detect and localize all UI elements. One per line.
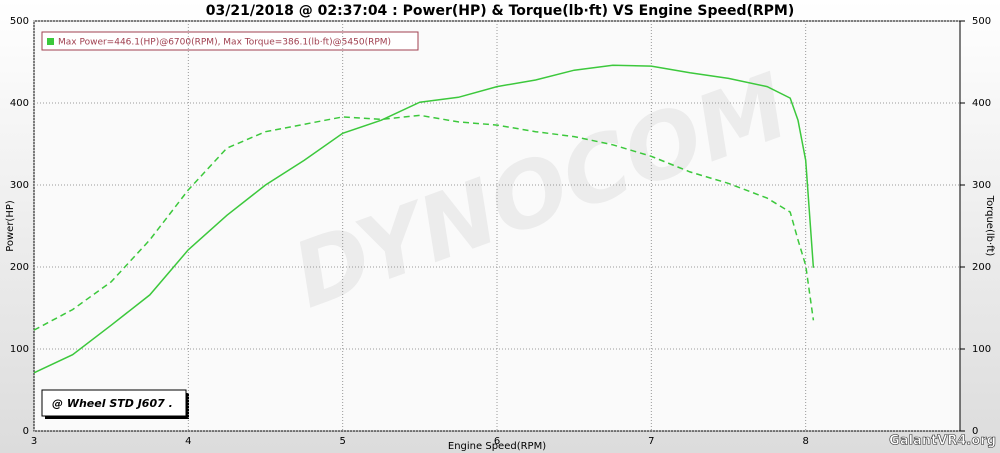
series-line [33,64,815,374]
y-axis-label: Power(HP) [5,200,16,252]
y2-tick-label: 500 [972,16,991,27]
y-tick-label: 300 [10,180,29,191]
y-tick-label: 0 [23,426,29,437]
y2-tick-label: 400 [972,98,991,109]
series-line [33,114,815,331]
chart-title: 03/21/2018 @ 02:37:04 : Power(HP) & Torq… [206,3,795,19]
y2-axis-label: Torque(lb·ft) [984,195,995,257]
y-tick-label: 100 [10,344,29,355]
y-tick-label: 200 [10,262,29,273]
x-tick-label: 6 [494,436,500,447]
x-tick-label: 7 [648,436,654,447]
legend-text: Max Power=446.1(HP)@6700(RPM), Max Torqu… [58,38,391,48]
y2-tick-label: 300 [972,180,991,191]
legend-box [41,31,419,51]
y-tick-label: 500 [10,16,29,27]
x-tick-label: 4 [185,436,191,447]
x-tick-label: 3 [31,436,37,447]
x-tick-label: 8 [802,436,808,447]
annotation: @ Wheel STD J607 . [52,397,173,410]
y-tick-label: 400 [10,98,29,109]
x-tick-label: 5 [339,436,345,447]
site-watermark: GalantVR4.org [889,434,996,449]
legend-swatch [47,38,54,45]
y2-tick-label: 0 [972,426,978,437]
y2-tick-label: 100 [972,344,991,355]
y2-tick-label: 200 [972,262,991,273]
x-axis-label: Engine Speed(RPM) [448,441,546,452]
annotation-box [41,389,187,417]
